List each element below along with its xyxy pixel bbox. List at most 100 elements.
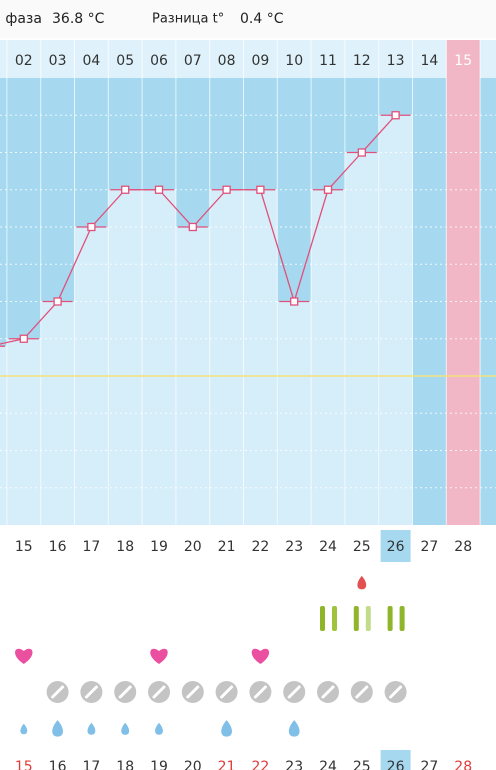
- point: [188, 222, 197, 232]
- drop-icon: [155, 722, 163, 735]
- point: [256, 185, 265, 194]
- date-label: 20: [184, 539, 202, 555]
- day-label: 05: [116, 53, 134, 69]
- day-label: 07: [184, 53, 202, 69]
- today-box: [380, 530, 411, 562]
- date-label-bottom: 16: [49, 759, 67, 770]
- diff-label: Разница t°: [152, 12, 224, 27]
- bar: [378, 115, 413, 525]
- today-box: [380, 750, 411, 770]
- period-column: [446, 40, 481, 525]
- date-label-bottom: 17: [82, 759, 100, 770]
- drop-icon: [357, 575, 367, 590]
- test-icon-slash: [186, 685, 200, 699]
- date-label: 26: [387, 539, 405, 555]
- mucus-bar: [332, 606, 337, 631]
- mucus-bar: [399, 606, 405, 631]
- date-label-bottom: 21: [218, 759, 236, 770]
- date-label: 15: [15, 539, 33, 555]
- test-icon-slash: [84, 685, 98, 699]
- date-label: 25: [353, 539, 371, 555]
- point: [154, 185, 164, 194]
- date-label: 17: [82, 539, 100, 555]
- mucus-bar: [353, 606, 359, 631]
- date-label-bottom: 25: [353, 759, 371, 770]
- day-label: 03: [49, 53, 67, 69]
- phase-label: 2 фаза: [0, 11, 42, 27]
- point: [357, 148, 366, 157]
- day-row: [0, 40, 496, 78]
- date-label: 22: [251, 539, 269, 555]
- mucus-bar: [387, 606, 393, 631]
- test-icon-slash: [253, 685, 267, 699]
- test-icon-slash: [321, 685, 335, 699]
- day-label: 02: [15, 53, 33, 69]
- mucus-bar: [320, 606, 325, 631]
- bar: [0, 346, 7, 525]
- day-label: 06: [150, 53, 168, 69]
- drop-icon: [20, 723, 28, 735]
- drop-icon: [87, 722, 96, 735]
- test-icon-slash: [355, 685, 369, 699]
- date-label-bottom: 20: [184, 759, 202, 770]
- date-label: 16: [49, 539, 67, 555]
- phase-value: 36.8 °C: [52, 11, 105, 27]
- date-label-bottom: 24: [319, 759, 337, 770]
- drop-icon: [288, 720, 300, 737]
- date-label: 28: [454, 539, 472, 555]
- point: [323, 185, 333, 194]
- point: [290, 297, 299, 306]
- test-icon-slash: [220, 685, 234, 699]
- date-label-bottom: 15: [15, 759, 33, 770]
- day-label: 11: [319, 53, 337, 69]
- bar: [209, 189, 244, 525]
- day-label: 09: [251, 53, 269, 69]
- test-icon-slash: [287, 685, 301, 699]
- day-label: 13: [387, 53, 405, 69]
- drop-icon: [121, 722, 130, 735]
- bar: [311, 189, 345, 525]
- bar: [108, 189, 143, 525]
- date-label: 19: [150, 539, 168, 555]
- date-label-bottom: 19: [150, 759, 168, 770]
- point: [121, 185, 130, 194]
- mucus-bar: [365, 606, 371, 631]
- day-label: 12: [353, 53, 371, 69]
- date-label: 23: [285, 539, 303, 555]
- test-icon-slash: [152, 685, 166, 699]
- bar: [142, 189, 176, 525]
- date-label-bottom: 23: [285, 759, 303, 770]
- date-label: 21: [218, 539, 236, 555]
- icons-bg: [0, 525, 496, 770]
- date-label-bottom: 28: [454, 759, 472, 770]
- day-label: 08: [218, 53, 236, 69]
- point: [53, 297, 62, 306]
- bar: [243, 189, 278, 525]
- point: [391, 111, 400, 120]
- heart-icon: [251, 648, 270, 664]
- date-label-bottom: 26: [387, 759, 405, 770]
- date-label-bottom: 22: [251, 759, 269, 770]
- diff-value: 0.4 °C: [240, 11, 284, 27]
- date-label-bottom: 18: [116, 759, 134, 770]
- point: [222, 185, 231, 194]
- date-label: 27: [420, 539, 438, 555]
- date-label-bottom: 27: [420, 759, 438, 770]
- test-icon-slash: [51, 685, 65, 699]
- heart-icon: [150, 648, 168, 664]
- day-label: 04: [82, 53, 100, 69]
- date-label: 24: [319, 539, 337, 555]
- test-icon-slash: [118, 685, 132, 699]
- day-label: 14: [420, 53, 438, 69]
- point: [19, 334, 28, 343]
- point: [87, 222, 96, 232]
- drop-icon: [52, 720, 63, 737]
- bar: [6, 338, 41, 525]
- day-label: 15: [454, 53, 472, 69]
- header-bar: [0, 0, 496, 38]
- heart-icon: [15, 648, 33, 664]
- day-label: 10: [285, 53, 303, 69]
- test-icon-slash: [389, 685, 403, 699]
